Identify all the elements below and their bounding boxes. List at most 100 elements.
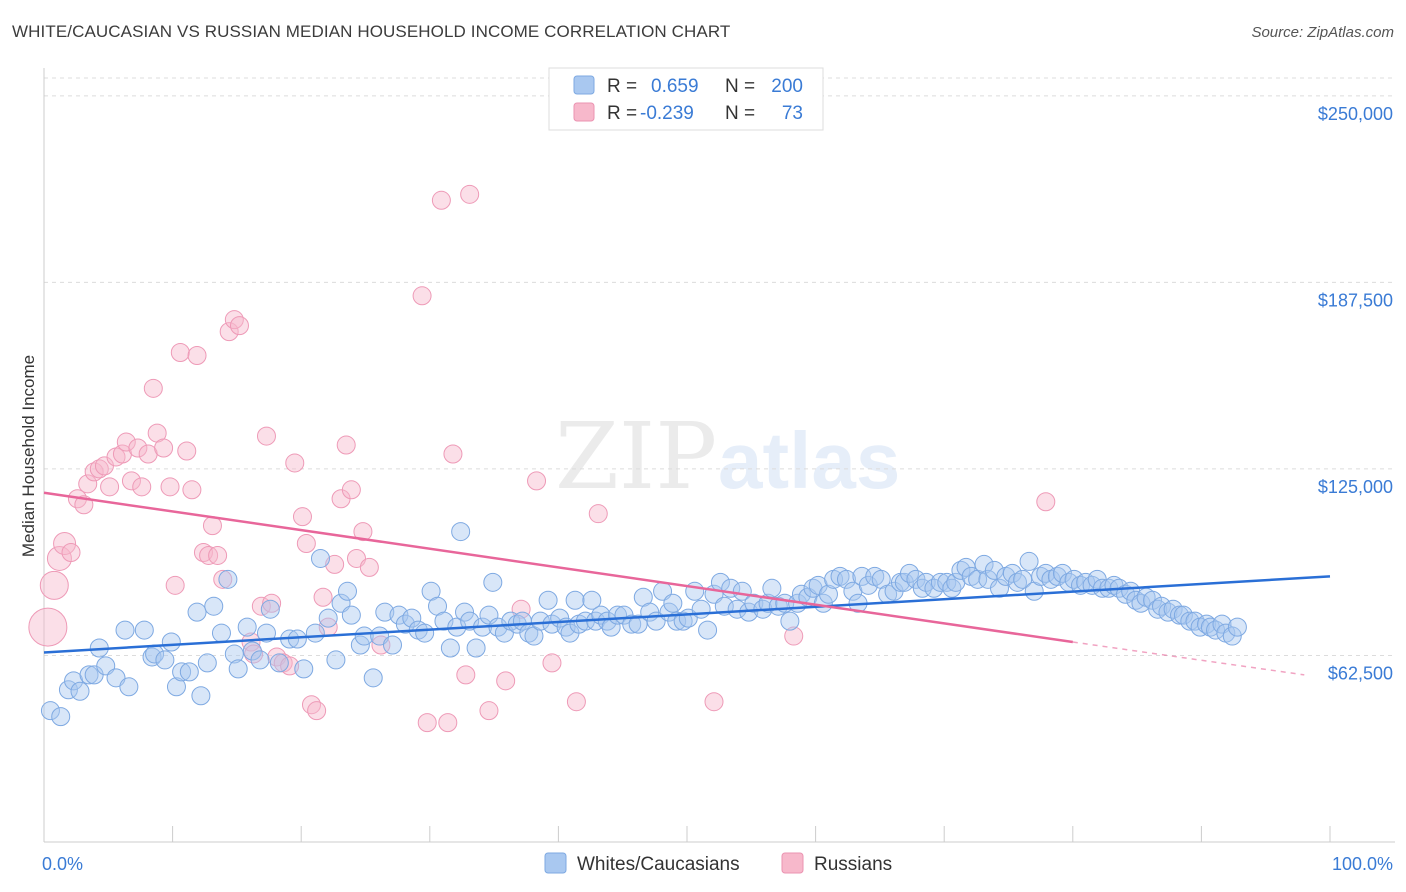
russians-point	[456, 665, 476, 685]
whites-point	[622, 614, 642, 634]
legend-n-label-russians: N =	[725, 103, 755, 124]
whites-point	[894, 572, 914, 592]
whites-point	[51, 707, 71, 727]
whites-point	[916, 572, 936, 592]
y-tick-label: $250,000	[1318, 104, 1393, 124]
gridlines	[44, 77, 1395, 656]
russians-point	[285, 453, 305, 473]
russians-point	[704, 692, 724, 712]
bottom-legend-label-russians: Russians	[814, 854, 892, 875]
whites-point	[673, 611, 693, 631]
russians-point	[431, 190, 451, 210]
bottom-legend-swatch-whites	[544, 852, 567, 874]
russians-point	[213, 569, 233, 589]
whites-point	[341, 605, 361, 625]
whites-point	[294, 659, 314, 679]
russians-point	[187, 345, 207, 365]
whites-point	[455, 602, 475, 622]
russians-point	[143, 378, 163, 398]
legend-r-label-whites: R =	[607, 76, 637, 97]
whites-point	[951, 560, 971, 580]
whites-point	[836, 569, 856, 589]
whites-point	[142, 647, 162, 667]
whites-point	[134, 620, 154, 640]
whites-point	[1008, 572, 1028, 592]
whites-point	[415, 623, 435, 643]
russians-point	[219, 322, 239, 342]
legend-r-value-russians: -0.239	[640, 103, 694, 124]
russians-point	[154, 438, 174, 458]
whites-point	[434, 611, 454, 631]
whites-point	[780, 611, 800, 631]
series-legend: Whites/Caucasians Russians	[544, 852, 892, 875]
whites-point	[197, 653, 217, 673]
whites-point	[1002, 563, 1022, 583]
russians-point	[325, 554, 345, 574]
y-tick-label: $62,500	[1328, 663, 1393, 683]
whites-point	[582, 590, 602, 610]
whites-point	[667, 611, 687, 631]
whites-point	[912, 578, 932, 598]
russians-point	[296, 534, 316, 554]
whites-point	[383, 635, 403, 655]
whites-point	[305, 623, 325, 643]
legend-r-label-russians: R =	[607, 103, 637, 124]
whites-point	[930, 572, 950, 592]
russians-point	[256, 426, 276, 446]
whites-point	[698, 620, 718, 640]
whites-point	[375, 602, 395, 622]
whites-point	[974, 554, 994, 574]
russians-point	[116, 432, 136, 452]
whites-point	[269, 653, 289, 673]
x-tick-label: 0.0%	[42, 854, 83, 874]
russians-point	[496, 671, 516, 691]
whites-point	[218, 569, 238, 589]
whites-point	[440, 638, 460, 658]
whites-point	[818, 584, 838, 604]
y-axis-label: Median Household Income	[19, 355, 38, 557]
russians-point	[588, 504, 608, 524]
trend-lines	[43, 491, 1331, 676]
whites-point	[260, 599, 280, 619]
whites-point	[172, 662, 192, 682]
legend-swatch-russians	[573, 102, 595, 122]
source-label: Source: ZipAtlas.com	[1251, 24, 1394, 41]
whites-point	[228, 659, 248, 679]
russians-point	[566, 692, 586, 712]
russians-point	[1036, 492, 1056, 512]
whites-point	[187, 602, 207, 622]
russians-point	[417, 713, 437, 733]
russians-point	[341, 480, 361, 500]
x-tick-label: 100.0%	[1332, 854, 1393, 874]
whites-point	[310, 548, 330, 568]
whites-point	[191, 686, 211, 706]
russians-point	[182, 480, 202, 500]
stats-legend: R = 0.659 N = 200 R = -0.239 N = 73	[548, 67, 824, 131]
legend-n-label-whites: N =	[725, 76, 755, 97]
russians-point	[479, 701, 499, 721]
whites-point	[460, 611, 480, 631]
whites-point	[40, 701, 60, 721]
x-tick-labels: 0.0% 100.0%	[42, 854, 1393, 874]
legend-n-value-russians: 73	[782, 103, 803, 124]
whites-point	[70, 681, 90, 701]
whites-point	[538, 590, 558, 610]
russians-point	[89, 459, 109, 479]
russians-point	[224, 310, 244, 330]
whites-point	[762, 578, 782, 598]
russians-point	[353, 522, 373, 542]
bottom-legend-swatch-russians	[781, 852, 804, 874]
russians-point	[208, 545, 228, 565]
whites-point	[250, 650, 270, 670]
whites-point	[161, 632, 181, 652]
russians-point	[438, 713, 458, 733]
whites-point	[565, 590, 585, 610]
russians-point	[165, 575, 185, 595]
russians-point	[359, 557, 379, 577]
russians-point	[53, 532, 77, 556]
y-tick-labels: $250,000 $187,500 $125,000 $62,500	[1318, 104, 1393, 684]
russians-point	[160, 477, 180, 497]
watermark: ZIP atlas	[555, 403, 900, 510]
y-tick-label: $187,500	[1318, 290, 1393, 310]
